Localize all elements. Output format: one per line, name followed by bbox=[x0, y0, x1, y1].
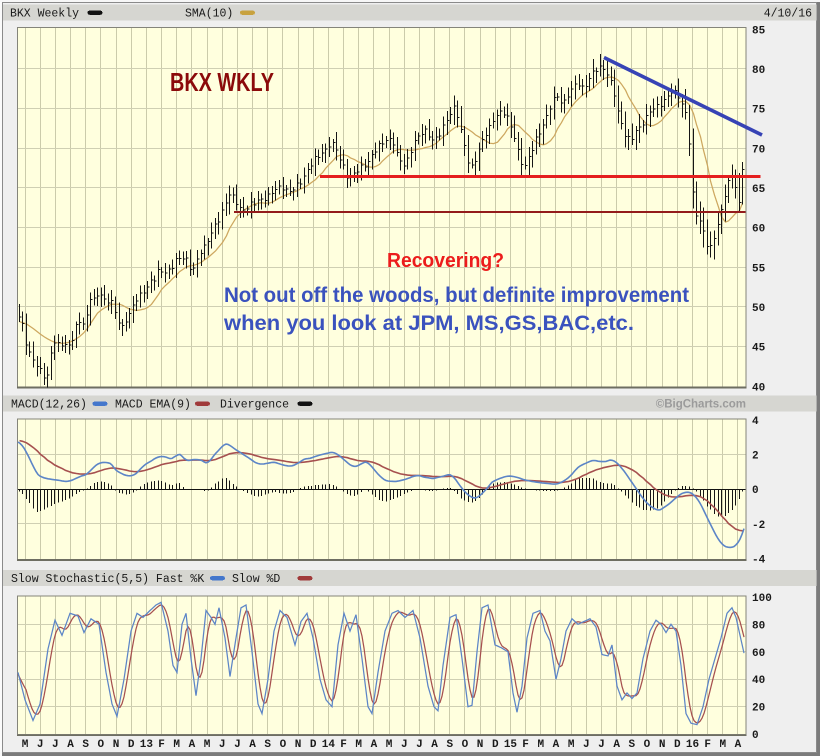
svg-text:S: S bbox=[264, 739, 271, 751]
svg-text:M: M bbox=[173, 739, 180, 751]
svg-text:A: A bbox=[431, 739, 438, 751]
svg-text:16: 16 bbox=[686, 739, 699, 751]
svg-text:M: M bbox=[355, 739, 362, 751]
svg-text:50: 50 bbox=[752, 303, 765, 315]
svg-text:J: J bbox=[234, 739, 241, 751]
svg-text:M: M bbox=[386, 739, 393, 751]
svg-text:A: A bbox=[189, 739, 196, 751]
svg-text:4: 4 bbox=[752, 416, 759, 428]
svg-text:J: J bbox=[52, 739, 59, 751]
svg-text:S: S bbox=[82, 739, 89, 751]
svg-text:75: 75 bbox=[752, 105, 766, 117]
svg-text:D: D bbox=[674, 739, 681, 751]
svg-text:M: M bbox=[204, 739, 211, 751]
svg-text:80: 80 bbox=[752, 620, 765, 632]
svg-text:O: O bbox=[280, 739, 287, 751]
svg-text:S: S bbox=[628, 739, 635, 751]
svg-text:F: F bbox=[522, 739, 529, 751]
svg-text:4/10/16: 4/10/16 bbox=[764, 8, 812, 21]
svg-text:70: 70 bbox=[752, 144, 765, 156]
svg-text:60: 60 bbox=[752, 648, 765, 660]
svg-text:J: J bbox=[416, 739, 423, 751]
svg-text:MACD(12,26): MACD(12,26) bbox=[11, 399, 87, 412]
svg-text:J: J bbox=[219, 739, 226, 751]
svg-text:D: D bbox=[310, 739, 317, 751]
svg-text:F: F bbox=[158, 739, 165, 751]
svg-text:0: 0 bbox=[752, 485, 759, 497]
svg-text:O: O bbox=[98, 739, 105, 751]
svg-text:M: M bbox=[22, 739, 29, 751]
svg-text:-2: -2 bbox=[752, 520, 765, 532]
svg-text:©BigCharts.com: ©BigCharts.com bbox=[656, 399, 746, 411]
svg-text:A: A bbox=[249, 739, 256, 751]
svg-text:A: A bbox=[613, 739, 620, 751]
svg-text:Slow %D: Slow %D bbox=[232, 573, 280, 586]
svg-text:N: N bbox=[659, 739, 666, 751]
svg-text:13: 13 bbox=[140, 739, 154, 751]
svg-text:0: 0 bbox=[752, 730, 759, 742]
svg-text:40: 40 bbox=[752, 675, 765, 687]
svg-text:Slow Stochastic(5,5) Fast %K: Slow Stochastic(5,5) Fast %K bbox=[11, 573, 204, 586]
svg-text:20: 20 bbox=[752, 703, 765, 715]
svg-text:2: 2 bbox=[752, 451, 759, 463]
svg-text:when you look at JPM, MS,GS,BA: when you look at JPM, MS,GS,BAC,etc. bbox=[223, 312, 634, 335]
svg-text:100: 100 bbox=[752, 593, 772, 605]
svg-text:O: O bbox=[644, 739, 651, 751]
svg-text:BKX Weekly: BKX Weekly bbox=[10, 8, 79, 21]
svg-text:A: A bbox=[67, 739, 74, 751]
svg-text:D: D bbox=[128, 739, 135, 751]
svg-text:BKX WKLY: BKX WKLY bbox=[170, 67, 274, 97]
svg-text:D: D bbox=[492, 739, 499, 751]
svg-text:Not out off the woods, but def: Not out off the woods, but definite impr… bbox=[224, 284, 689, 307]
svg-text:65: 65 bbox=[752, 184, 766, 196]
svg-text:55: 55 bbox=[752, 263, 766, 275]
svg-text:N: N bbox=[477, 739, 484, 751]
svg-text:F: F bbox=[704, 739, 711, 751]
svg-text:A: A bbox=[735, 739, 742, 751]
svg-text:60: 60 bbox=[752, 224, 765, 236]
svg-text:Recovering?: Recovering? bbox=[387, 250, 504, 272]
svg-text:14: 14 bbox=[322, 739, 336, 751]
svg-text:80: 80 bbox=[752, 65, 765, 77]
svg-text:Divergence: Divergence bbox=[220, 399, 289, 412]
svg-text:M: M bbox=[568, 739, 575, 751]
svg-text:SMA(10): SMA(10) bbox=[185, 8, 233, 21]
svg-text:M: M bbox=[537, 739, 544, 751]
svg-text:J: J bbox=[583, 739, 590, 751]
svg-text:MACD EMA(9): MACD EMA(9) bbox=[115, 399, 191, 412]
svg-text:45: 45 bbox=[752, 343, 766, 355]
svg-text:J: J bbox=[37, 739, 44, 751]
svg-text:40: 40 bbox=[752, 382, 765, 394]
svg-text:15: 15 bbox=[504, 739, 518, 751]
svg-text:F: F bbox=[340, 739, 347, 751]
svg-text:J: J bbox=[401, 739, 408, 751]
svg-text:S: S bbox=[446, 739, 453, 751]
svg-text:A: A bbox=[371, 739, 378, 751]
svg-text:M: M bbox=[720, 739, 727, 751]
svg-text:A: A bbox=[553, 739, 560, 751]
svg-text:-4: -4 bbox=[752, 555, 766, 567]
svg-text:O: O bbox=[462, 739, 469, 751]
svg-text:N: N bbox=[295, 739, 302, 751]
svg-text:J: J bbox=[598, 739, 605, 751]
svg-text:85: 85 bbox=[752, 25, 766, 37]
svg-text:N: N bbox=[113, 739, 120, 751]
